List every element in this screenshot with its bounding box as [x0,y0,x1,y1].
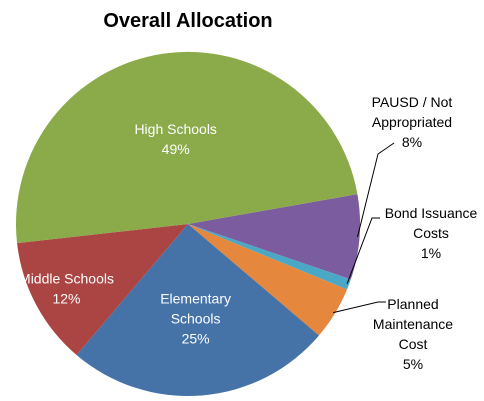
slice-name-pausd-not-appropriated: Appropriated [372,114,452,130]
slice-name-pausd-not-appropriated: PAUSD / Not [372,94,453,110]
slice-name-middle-schools: Middle Schools [19,271,114,287]
slice-name-elementary-schools: Elementary [160,290,231,306]
slice-value-planned-maintenance-cost: 5% [403,356,423,372]
leader-line-pausd-not-appropriated [357,142,395,238]
slice-label-bond-issuance-costs: Bond Issuance Costs 1% [385,205,478,261]
slice-labels: PAUSD / Not Appropriated 8% Bond Issuance Co… [19,94,477,372]
pie-slice-middle-schools [17,224,188,355]
slice-value-middle-schools: 12% [52,291,80,307]
slice-label-high-schools: High Schools 49% [134,121,217,157]
leader-lines [332,142,395,314]
leader-line-bond-issuance-costs [346,217,380,284]
slice-label-middle-schools: Middle Schools 12% [19,271,114,307]
slice-label-elementary-schools: Elementary Schools 25% [160,290,231,346]
pie-slice-planned-maintenance-cost [188,224,348,336]
slice-name-elementary-schools: Schools [171,310,221,326]
chart-title: Overall Allocation [103,10,272,32]
pie-slices [15,51,361,396]
slice-name-planned-maintenance-cost: Cost [399,336,428,352]
pie-slice-elementary-schools [76,224,319,396]
pie-slice-pausd-not-appropriated [188,194,361,280]
slice-name-planned-maintenance-cost: Planned [387,296,438,312]
slice-value-bond-issuance-costs: 1% [421,245,441,261]
slice-value-pausd-not-appropriated: 8% [402,134,422,150]
leader-line-planned-maintenance-cost [332,301,386,314]
slice-label-planned-maintenance-cost: Planned Maintenance Cost 5% [373,296,453,372]
slice-name-bond-issuance-costs: Bond Issuance [385,205,478,221]
slice-name-bond-issuance-costs: Costs [413,225,449,241]
slice-value-elementary-schools: 25% [182,330,210,346]
slice-name-high-schools: High Schools [134,121,217,137]
pie-slice-bond-issuance-costs [188,224,351,290]
slice-label-pausd-not-appropriated: PAUSD / Not Appropriated 8% [372,94,453,150]
slice-name-planned-maintenance-cost: Maintenance [373,316,453,332]
slice-value-high-schools: 49% [162,141,190,157]
pie-slice-high-schools [15,51,358,244]
